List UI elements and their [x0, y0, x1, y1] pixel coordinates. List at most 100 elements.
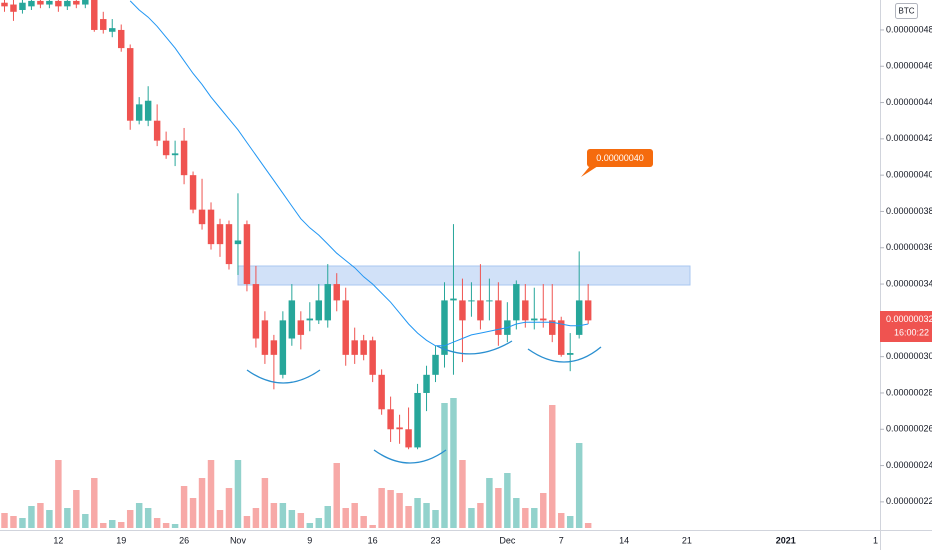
candle-body: [180, 140, 188, 176]
candle-body: [171, 153, 179, 156]
candle-body: [360, 340, 367, 355]
volume-bar: [351, 503, 358, 528]
candle-body: [522, 300, 529, 321]
candle-body: [459, 300, 466, 321]
volume-bar: [28, 506, 35, 528]
candle-body: [117, 29, 125, 49]
candle-body: [495, 300, 502, 335]
cup-arc: [373, 449, 447, 464]
y-tick-label: 0.00000036: [886, 242, 932, 252]
candle-body: [477, 300, 484, 321]
candle-body: [315, 300, 323, 321]
volume-bar: [91, 478, 98, 528]
candle-body: [351, 340, 358, 355]
y-tick-label: 0.00000038: [886, 206, 932, 216]
volume-bar: [189, 498, 197, 528]
candle-body: [55, 0, 62, 7]
candle-body: [225, 224, 233, 265]
callout-tail: [581, 166, 598, 177]
candle-body: [297, 320, 305, 335]
candle-body: [549, 320, 556, 335]
x-tick-label: 2021: [776, 535, 796, 545]
candle-body: [378, 374, 385, 410]
candle-body: [405, 429, 412, 448]
volume-bar: [270, 503, 278, 528]
candle-body: [584, 300, 592, 321]
volume-bar: [566, 516, 574, 528]
volume-bar: [225, 488, 233, 528]
volume-bar: [557, 513, 565, 528]
candle-body: [531, 318, 538, 321]
moving-average-line: [129, 0, 589, 347]
x-tick-label: 9: [307, 535, 312, 545]
candle-body: [198, 209, 206, 225]
volume-bar: [513, 498, 520, 528]
candle-body: [153, 120, 161, 141]
volume-bar: [216, 510, 224, 528]
volume-bar: [180, 486, 188, 528]
currency-box: [895, 3, 918, 19]
candle-body: [46, 0, 53, 5]
volume-bar: [144, 508, 152, 528]
volume-bar: [162, 523, 170, 528]
y-tick-label: 0.00000024: [886, 460, 932, 470]
volume-bar: [459, 460, 466, 528]
volume-bar: [109, 520, 116, 528]
candle-body: [64, 0, 71, 7]
candle-body: [216, 224, 224, 245]
y-tick-label: 0.00000042: [886, 133, 932, 143]
candle-body: [19, 2, 26, 10]
candle-body: [234, 240, 242, 245]
volume-bar: [207, 460, 215, 528]
candle-body: [135, 104, 143, 121]
volume-bar: [315, 518, 323, 528]
y-tick-label: 0.00000034: [886, 278, 932, 288]
currency-label: BTC: [899, 7, 915, 16]
candle-body: [10, 4, 17, 12]
volume-bar: [64, 508, 71, 528]
volume-bar: [73, 490, 80, 528]
candle-body: [82, 0, 89, 5]
candle-body: [100, 19, 107, 30]
x-tick-label: 23: [431, 535, 441, 545]
candle-body: [441, 300, 448, 355]
x-tick-label: 1: [873, 535, 878, 545]
plot-area: 0.00000040: [1, 0, 691, 528]
volume-bar: [288, 510, 296, 528]
volume-bar: [243, 516, 251, 528]
volume-bar: [55, 460, 62, 528]
candle-body: [109, 28, 116, 32]
y-tick-label: 0.00000028: [886, 387, 932, 397]
last-price-tag: [880, 311, 932, 342]
volume-bar: [531, 508, 538, 528]
volume-pane: [1, 398, 592, 528]
pattern-arcs: [246, 340, 602, 464]
y-tick-label: 0.00000046: [886, 61, 932, 71]
volume-bar: [584, 523, 592, 528]
candle-body: [306, 318, 314, 321]
volume-bar: [19, 518, 26, 528]
volume-bar: [522, 508, 529, 528]
volume-bar: [477, 503, 484, 528]
volume-bar: [575, 443, 583, 528]
volume-bar: [135, 503, 143, 528]
x-tick-label: 7: [559, 535, 564, 545]
volume-bar: [297, 513, 305, 528]
volume-bar: [468, 508, 475, 528]
candle-body: [162, 140, 170, 156]
cup-arc: [527, 346, 602, 363]
volume-bar: [10, 516, 17, 528]
volume-bar: [432, 510, 439, 528]
volume-bar: [279, 503, 287, 528]
candle-body: [513, 284, 520, 321]
x-tick-label: 19: [116, 535, 126, 545]
volume-bar: [37, 503, 44, 528]
y-tick-label: 0.00000044: [886, 97, 932, 107]
candle-body: [270, 340, 278, 355]
volume-bar: [100, 523, 107, 528]
volume-bar: [441, 403, 448, 528]
volume-bar: [495, 488, 502, 528]
cup-arc: [246, 369, 321, 384]
volume-bar: [504, 473, 511, 528]
